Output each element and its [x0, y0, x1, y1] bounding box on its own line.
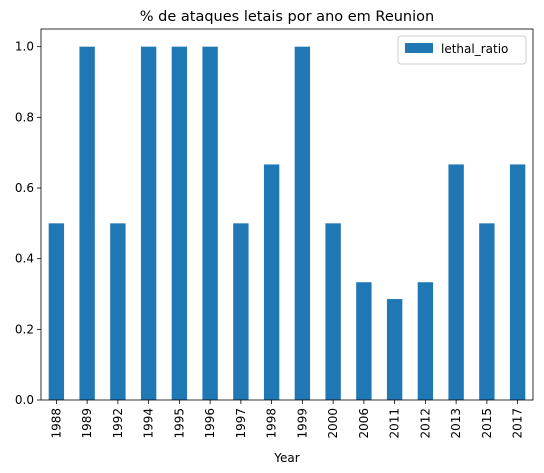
x-tick-label-1997: 1997 [234, 408, 248, 439]
x-tick-label-2006: 2006 [357, 408, 371, 439]
bar-2015 [479, 223, 495, 400]
chart-title: % de ataques letais por ano em Reunion [140, 9, 434, 25]
bar-2017 [509, 164, 526, 400]
bar-1989 [79, 46, 95, 401]
x-tick-label-2011: 2011 [388, 408, 402, 439]
legend: lethal_ratio [397, 35, 527, 65]
y-tick-label-0.6: 0.6 [15, 181, 34, 195]
x-tick-label-2013: 2013 [449, 408, 463, 439]
x-tick-label-1989: 1989 [80, 408, 94, 439]
y-tick-label-0.8: 0.8 [15, 110, 34, 124]
x-axis: 1988 1989 1992 1994 1995 1996 1997 1998 1999 2000… [49, 400, 525, 439]
legend-label: lethal_ratio [441, 42, 508, 56]
plot-frame [40, 28, 534, 401]
bar-2012 [417, 282, 434, 400]
x-tick-label-2015: 2015 [480, 408, 494, 439]
x-tick-label-1999: 1999 [295, 408, 309, 439]
x-tick-label-1988: 1988 [49, 408, 63, 439]
bar-1988 [48, 223, 65, 400]
bar-1998 [263, 164, 280, 400]
x-tick-label-1995: 1995 [172, 408, 186, 439]
bar-1999 [294, 46, 311, 401]
y-tick-label-1.0: 1.0 [15, 40, 34, 54]
x-tick-label-1998: 1998 [265, 408, 279, 439]
y-tick-label-0.0: 0.0 [15, 393, 34, 407]
bar-2011 [386, 299, 403, 400]
bars-group [48, 46, 526, 401]
x-axis-title: Year [273, 451, 299, 465]
x-tick-label-1992: 1992 [111, 408, 125, 439]
bar-2000 [325, 223, 341, 400]
legend-swatch [405, 43, 433, 53]
bar-1992 [110, 223, 126, 400]
bar-2006 [356, 282, 372, 400]
bar-1997 [233, 223, 249, 400]
bar-1994 [140, 46, 157, 401]
bar-1996 [202, 46, 218, 401]
x-tick-label-1996: 1996 [203, 408, 217, 439]
x-tick-label-1994: 1994 [142, 408, 156, 439]
bar-1995 [171, 46, 188, 401]
y-axis: 0.0 0.2 0.4 0.6 0.8 1.0 [15, 40, 41, 407]
x-tick-label-2017: 2017 [511, 408, 525, 439]
bar-2013 [448, 164, 464, 400]
y-tick-label-0.4: 0.4 [15, 252, 34, 266]
x-tick-label-2012: 2012 [418, 408, 432, 439]
y-tick-label-0.2: 0.2 [15, 322, 34, 336]
x-tick-label-2000: 2000 [326, 408, 340, 439]
